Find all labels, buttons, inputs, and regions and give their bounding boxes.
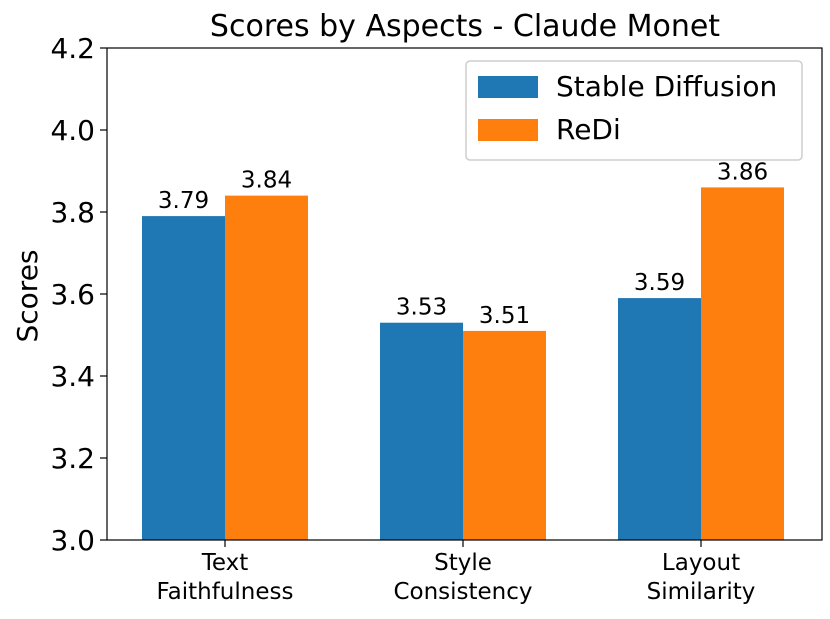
bar-stable-diffusion-2: [618, 298, 701, 540]
legend-label-stable-diffusion: Stable Diffusion: [556, 70, 777, 103]
legend-swatch-stable-diffusion: [478, 76, 538, 98]
x-tick-label: Layout Similarity: [647, 550, 756, 605]
data-label: 3.79: [158, 188, 209, 214]
data-label: 3.53: [396, 295, 447, 321]
y-tick-label: 3.6: [50, 278, 95, 311]
bar-redi-2: [701, 187, 784, 540]
y-tick-label: 3.4: [50, 360, 95, 393]
data-label: 3.84: [241, 168, 292, 194]
bar-redi-0: [225, 195, 308, 540]
data-label: 3.59: [634, 270, 685, 296]
chart-title: Scores by Aspects - Claude Monet: [210, 9, 720, 44]
legend-label-redi: ReDi: [556, 113, 621, 146]
bar-stable-diffusion-0: [142, 216, 225, 540]
bar-stable-diffusion-1: [380, 322, 463, 540]
x-tick-label: Text Faithfulness: [157, 550, 294, 605]
y-tick-label: 3.0: [50, 524, 95, 557]
legend-box: [465, 60, 803, 161]
legend-swatch-redi: [478, 119, 538, 141]
y-tick-label: 4.0: [50, 114, 95, 147]
bar-redi-1: [463, 330, 546, 540]
plot-area: 3.79 3.53 3.59 3.84 3.51 3.86 3.0 3.2 3.4 3.6 3.8 4…: [50, 32, 823, 605]
data-label: 3.51: [479, 303, 530, 329]
y-tick-label: 3.2: [50, 442, 95, 475]
data-label: 3.86: [717, 159, 768, 185]
y-tick-label: 3.8: [50, 196, 95, 229]
y-axis-label: Scores: [11, 249, 44, 342]
legend: Stable Diffusion ReDi: [465, 60, 803, 161]
y-tick-label: 4.2: [50, 32, 95, 65]
x-tick-label: Style Consistency: [393, 550, 532, 605]
